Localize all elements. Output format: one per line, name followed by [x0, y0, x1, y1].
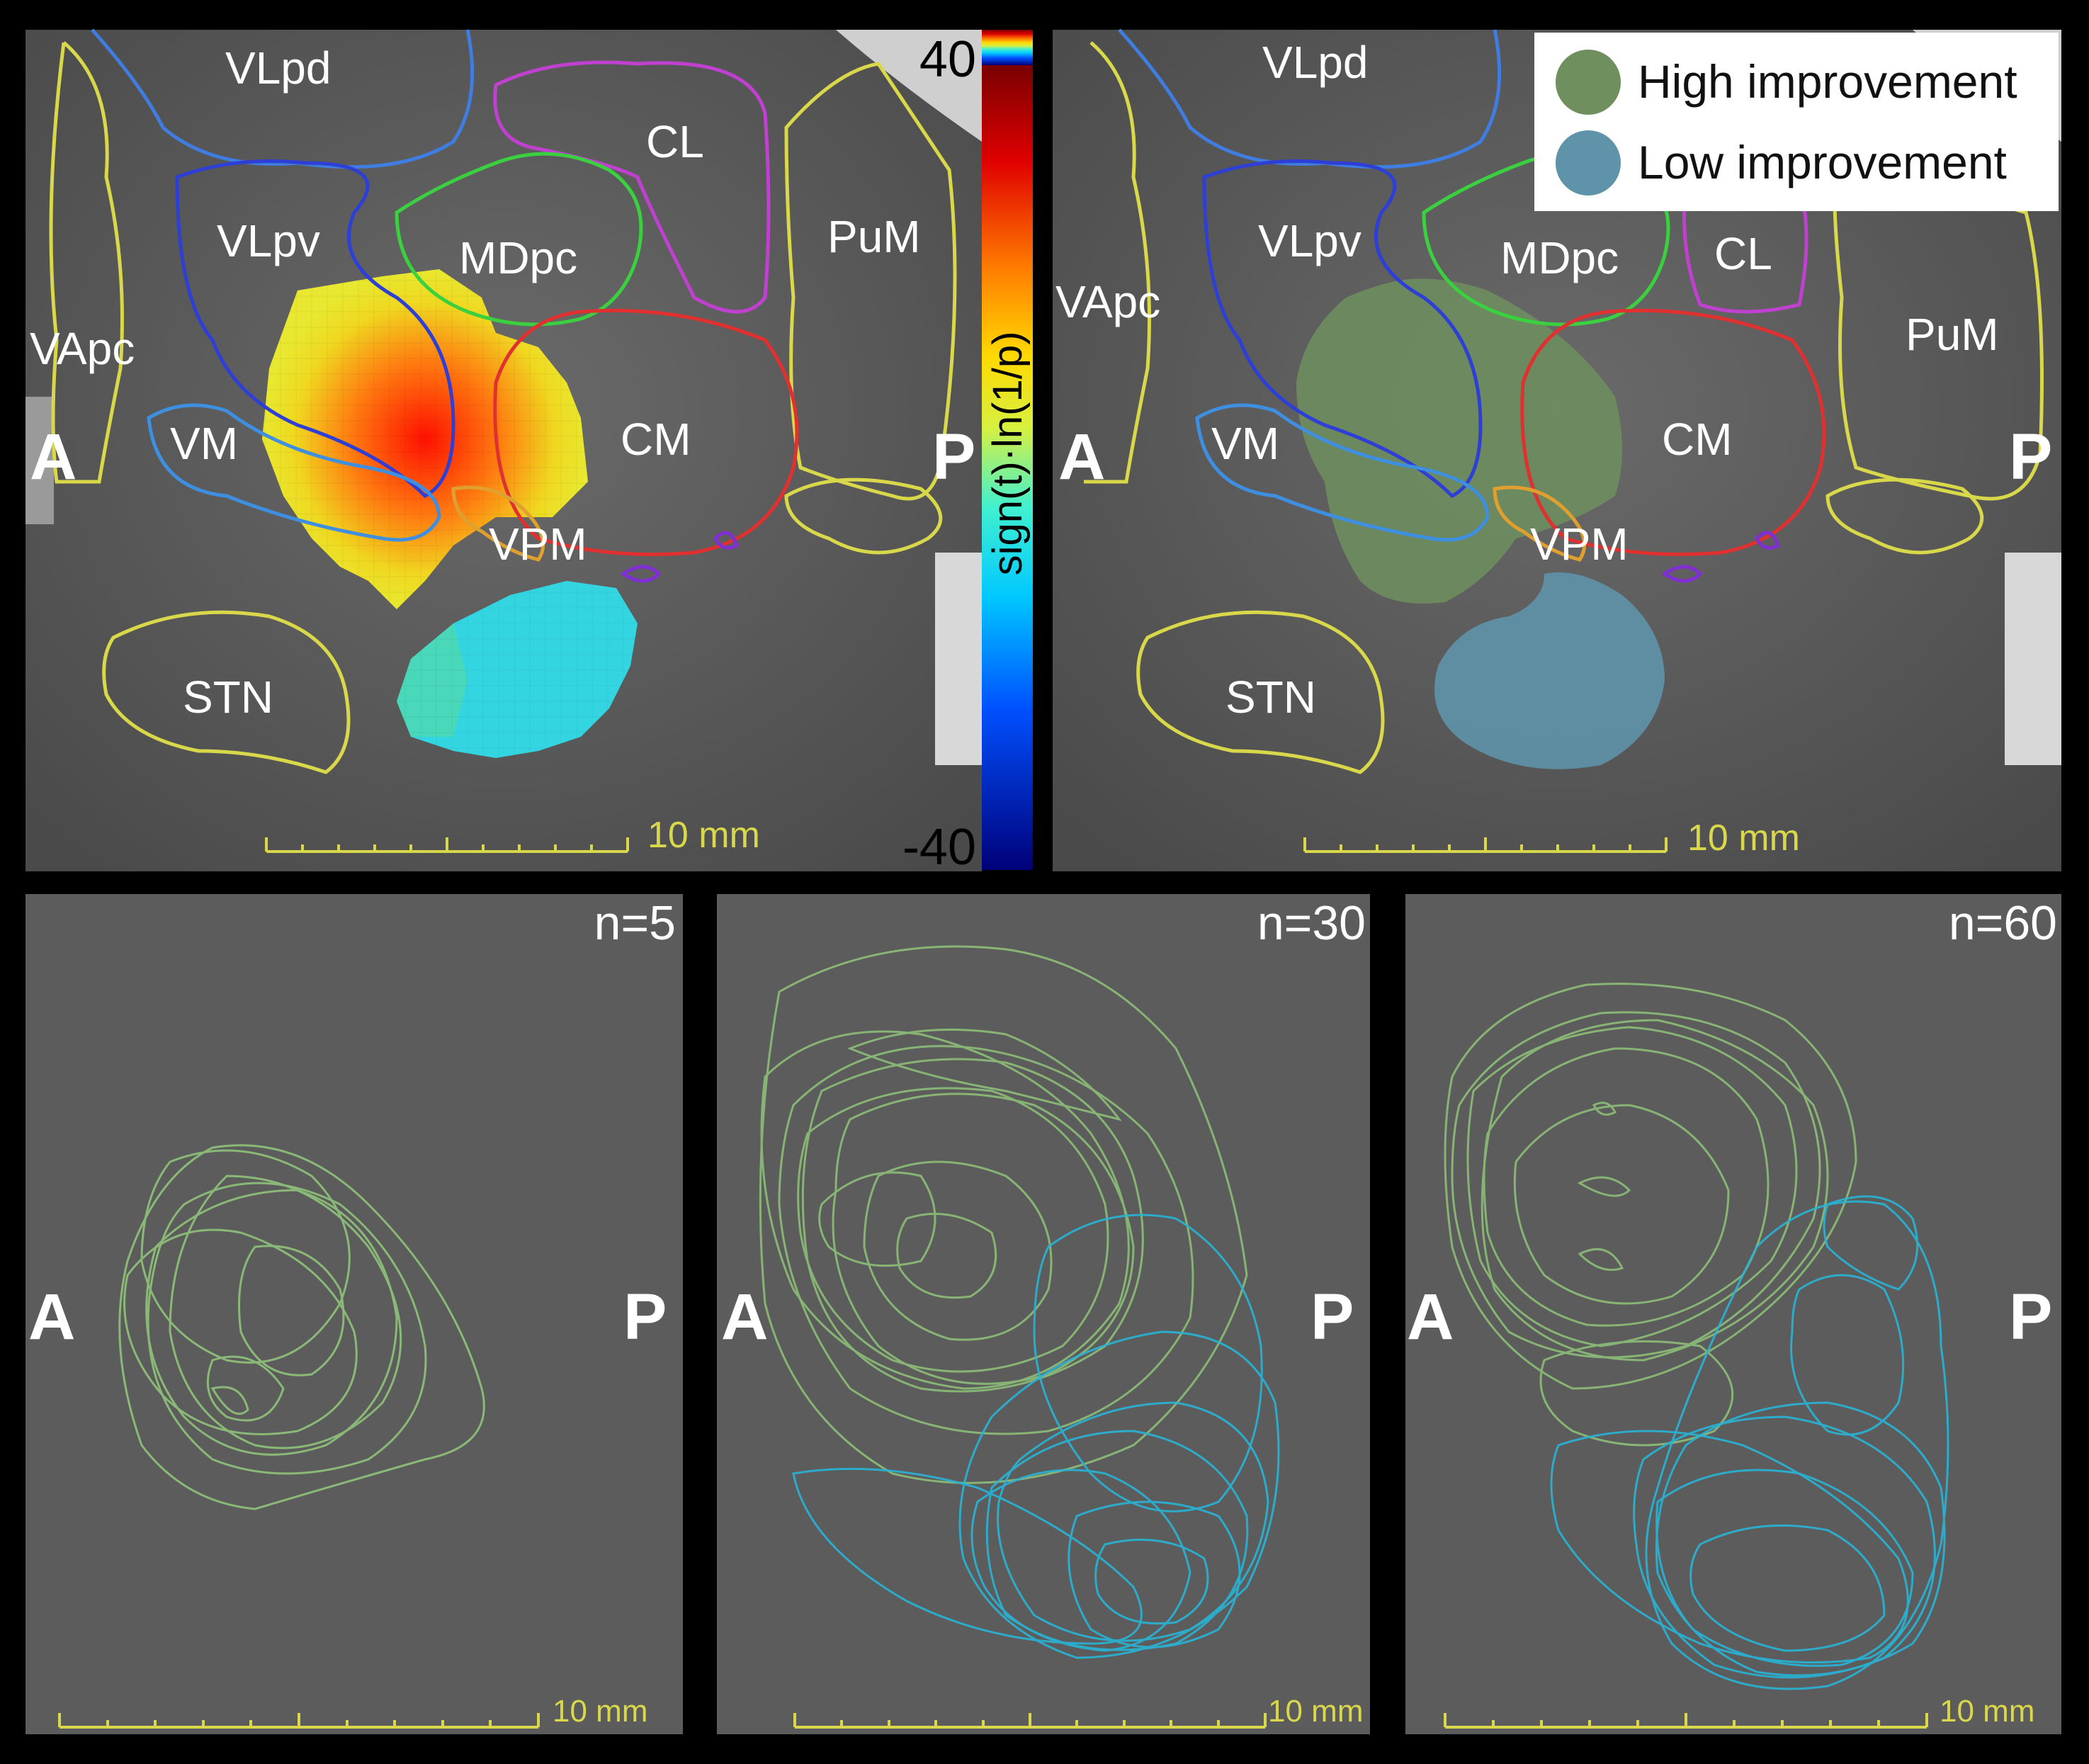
low-improvement-contours [1550, 1195, 1949, 1690]
panel-background [1405, 894, 2061, 1734]
panel-bottom-n60: n=60 A P 10 mm [1405, 894, 2061, 1734]
pum-outline [784, 62, 957, 501]
label-pum: PuM [1906, 309, 1999, 360]
label-vpm: VPM [489, 519, 587, 570]
label-vlpd: VLpd [225, 43, 331, 94]
label-vm: VM [1211, 418, 1279, 469]
vpm-outline [1493, 485, 1587, 562]
posterior-label: P [932, 421, 975, 493]
scale-bar-label: 10 mm [553, 1694, 647, 1729]
small-outline [620, 565, 662, 583]
panel-top-left: 40 -40 sign(t)·ln(1/p) VLpd CL VLpv MDpc… [26, 28, 1033, 876]
subject-count: n=60 [1949, 896, 2057, 950]
pum-lower-outline [1825, 477, 1984, 555]
low-improvement-contours [792, 1214, 1280, 1659]
small-outline [1661, 565, 1703, 583]
cm-outline [1520, 308, 1826, 556]
anterior-label: A [1058, 421, 1105, 493]
vapc-outline [49, 41, 124, 484]
subject-count: n=5 [594, 896, 676, 950]
panel-background [26, 894, 683, 1734]
vm-outline [1195, 403, 1490, 542]
scale-bar [58, 1713, 540, 1729]
vapc-outline [1084, 41, 1151, 484]
panel-top-right: VLpd VLpv MDpc CL VApc PuM VM CM VPM STN… [1053, 28, 2061, 871]
legend-high-swatch [1556, 50, 1621, 115]
stn-outline [1136, 610, 1385, 774]
label-vm: VM [170, 418, 238, 469]
subject-count: n=30 [1257, 896, 1366, 950]
colorbar-min: -40 [902, 819, 976, 876]
legend-low-label: Low improvement [1638, 136, 2007, 188]
high-improvement-contours [1444, 983, 1857, 1447]
vpm-outline [451, 485, 545, 562]
posterior-label: P [2009, 1281, 2052, 1353]
scale-bar [793, 1713, 1267, 1729]
anterior-label: A [721, 1281, 768, 1353]
atlas-outlines [1084, 28, 2044, 774]
cm-outline [493, 308, 799, 556]
white-matter-patch [836, 30, 982, 142]
vlpv-outline [1202, 159, 1483, 499]
small-outline [1754, 531, 1781, 550]
panel-bottom-n30: n=30 A P 10 mm [717, 894, 1370, 1734]
label-mdpc: MDpc [459, 232, 577, 283]
label-stn: STN [183, 672, 273, 723]
high-improvement-region [1296, 278, 1622, 604]
legend-high-label: High improvement [1638, 55, 2017, 108]
small-outline [713, 531, 740, 550]
negative-stat-map [397, 581, 638, 758]
mdpc-outline [1422, 152, 1670, 327]
posterior-label: P [1310, 1281, 1354, 1353]
legend-low-swatch [1556, 130, 1621, 196]
label-cl: CL [646, 116, 704, 167]
low-improvement-region [1434, 572, 1665, 769]
scale-bar-label: 10 mm [1940, 1694, 2034, 1729]
stn-outline [102, 610, 351, 774]
high-improvement-contours [118, 1144, 485, 1510]
colorbar-max: 40 [919, 31, 976, 88]
posterior-label: P [2009, 421, 2052, 493]
label-stn: STN [1225, 672, 1316, 723]
label-cm: CM [621, 414, 691, 465]
label-vlpd: VLpd [1262, 37, 1368, 88]
legend-box [1534, 33, 2059, 211]
anterior-label: A [30, 421, 77, 493]
anterior-label: A [28, 1281, 75, 1353]
pum-outline [1833, 181, 2044, 501]
white-matter-patch [26, 397, 54, 524]
legend: High improvement Low improvement [1534, 33, 2059, 211]
posterior-label: P [623, 1281, 667, 1353]
colorbar-label: sign(t)·ln(1/p) [985, 332, 1031, 576]
colorbar-label-area [982, 30, 1033, 65]
vlpv-outline [175, 159, 455, 499]
label-vpm: VPM [1530, 519, 1629, 570]
white-matter-patch [935, 553, 982, 765]
atlas-outlines [49, 28, 957, 774]
label-vapc: VApc [1055, 276, 1160, 327]
panel-background [717, 894, 1370, 1734]
vm-outline [147, 403, 441, 542]
mdpc-outline [395, 152, 643, 327]
label-vlpv: VLpv [1258, 215, 1361, 266]
scale-bar [1444, 1713, 1928, 1729]
label-cm: CM [1662, 414, 1733, 465]
anterior-label: A [1407, 1281, 1454, 1353]
panel-bottom-n5: n=5 A P 10 mm [26, 894, 683, 1734]
white-matter-patch [2005, 553, 2061, 765]
label-vapc: VApc [30, 323, 135, 374]
scale-bar [1303, 837, 1668, 853]
scale-bar [265, 837, 629, 853]
colorbar [982, 65, 1033, 870]
label-pum: PuM [827, 211, 921, 262]
positive-stat-map [262, 269, 588, 609]
scale-bar-label: 10 mm [1268, 1694, 1363, 1729]
label-cl: CL [1714, 228, 1772, 279]
label-mdpc: MDpc [1500, 232, 1619, 283]
pum-lower-outline [784, 477, 943, 555]
scale-bar-label: 10 mm [647, 815, 760, 856]
label-vlpv: VLpv [217, 215, 320, 266]
scale-bar-label: 10 mm [1687, 818, 1800, 859]
